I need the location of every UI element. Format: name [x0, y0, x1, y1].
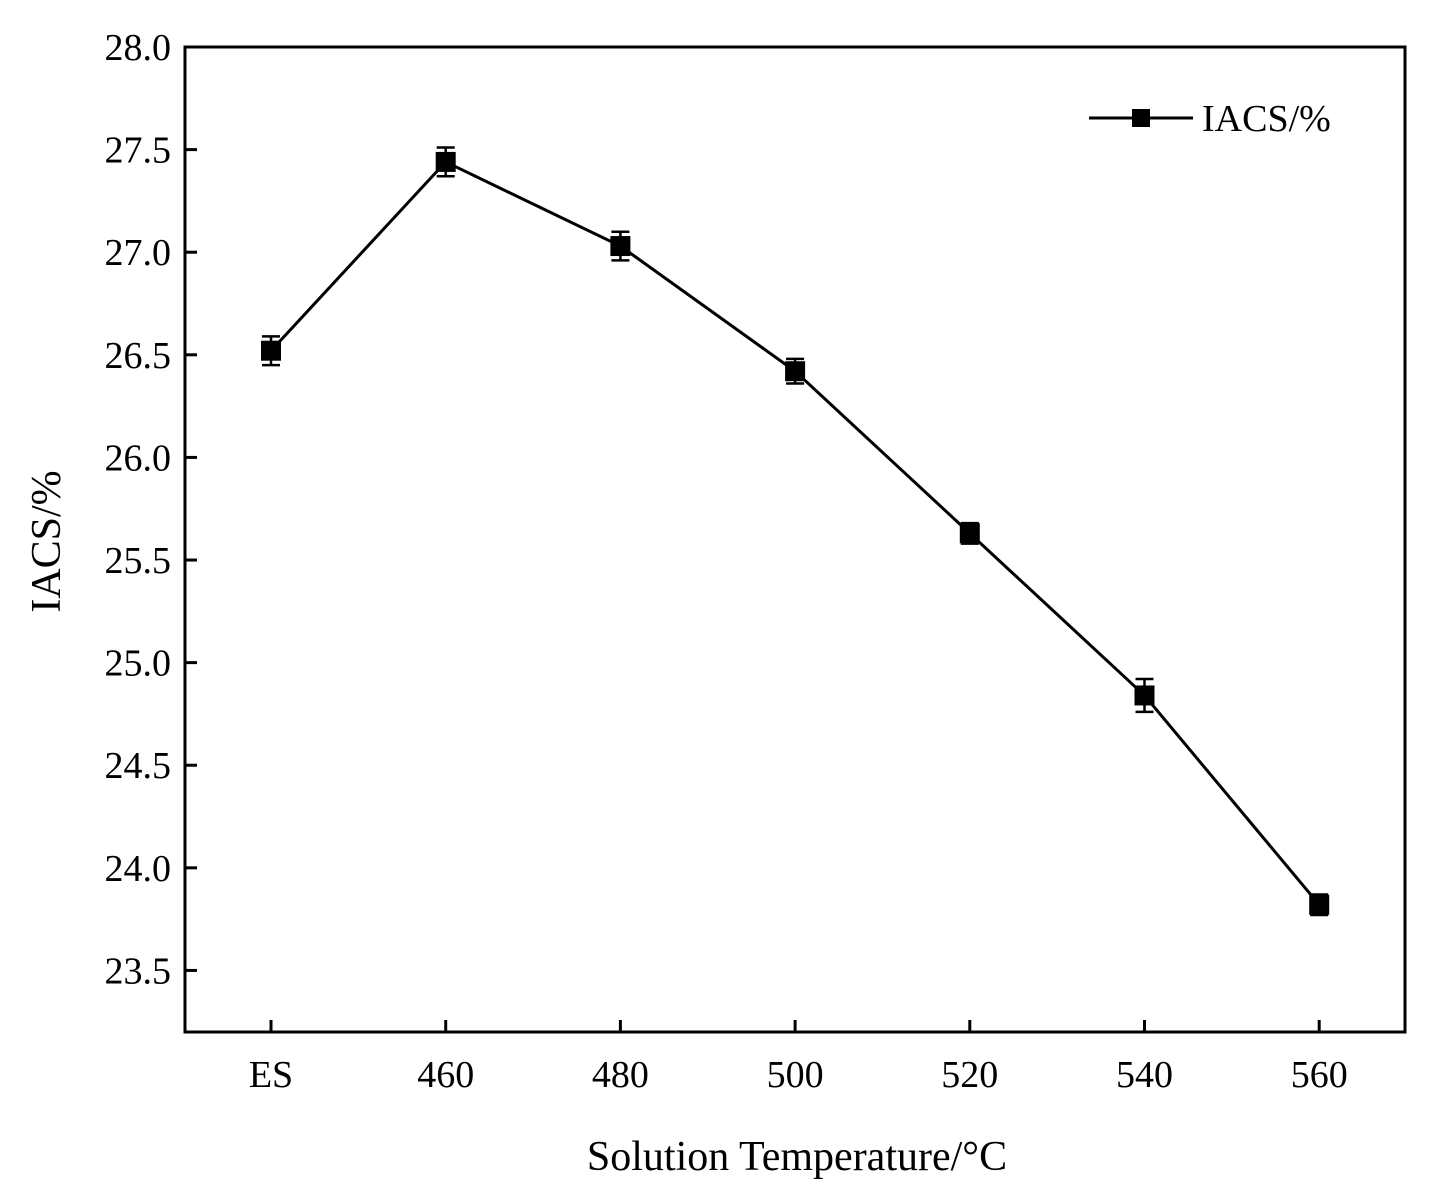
data-point	[610, 236, 631, 257]
plot-frame	[183, 45, 1407, 1034]
y-tick-label: 28.0	[105, 27, 172, 69]
x-tick-label: 460	[417, 1054, 474, 1096]
y-tick-label: 23.5	[105, 950, 172, 992]
y-tick-label: 24.5	[105, 745, 172, 787]
y-tick-label: 25.0	[105, 643, 172, 685]
x-tick-label: 560	[1291, 1054, 1348, 1096]
data-point	[1134, 685, 1155, 706]
x-tick-label: 540	[1116, 1054, 1173, 1096]
data-point	[785, 361, 806, 382]
plot-area	[183, 45, 1407, 1034]
legend-label: IACS/%	[1202, 98, 1331, 140]
x-tick-label: 500	[767, 1054, 824, 1096]
y-tick-label: 24.0	[105, 848, 172, 890]
y-axis-title: IACS/%	[24, 470, 70, 612]
series-iacs	[261, 146, 1330, 917]
y-tick-label: 26.5	[105, 335, 172, 377]
x-axis: ES 460 480 500 520 540 560	[249, 1020, 1348, 1096]
y-tick-label: 26.0	[105, 437, 172, 479]
data-point	[435, 151, 456, 172]
x-axis-title: Solution Temperature/°C	[587, 1134, 1007, 1180]
series-line	[269, 160, 1321, 906]
data-point	[959, 523, 980, 544]
legend: IACS/%	[1089, 98, 1331, 140]
x-tick-label: 480	[592, 1054, 649, 1096]
data-point	[261, 340, 281, 361]
x-tick-label: ES	[249, 1054, 293, 1096]
y-tick-label: 27.0	[105, 232, 172, 274]
y-tick-label: 27.5	[105, 130, 172, 172]
y-tick-label: 25.5	[105, 540, 172, 582]
y-axis: 23.5 24.0 24.5 25.0 25.5 26.0 26.5 27.0 27.5 28.0	[105, 27, 197, 992]
legend-marker	[1132, 109, 1150, 127]
data-point	[1309, 894, 1330, 915]
x-tick-label: 520	[941, 1054, 998, 1096]
